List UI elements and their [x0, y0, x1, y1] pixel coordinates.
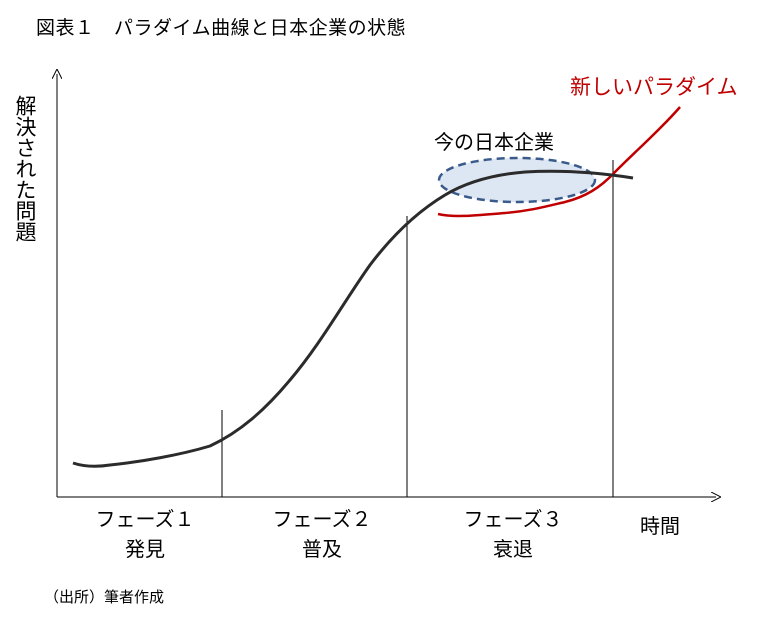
source-note: （出所）筆者作成 [44, 588, 165, 606]
phase-1: フェーズ１ 発見 [60, 504, 230, 564]
phase-1-label: 発見 [125, 537, 165, 561]
phase-2: フェーズ２ 普及 [237, 504, 407, 564]
figure-title: 図表１ パラダイム曲線と日本企業の状態 [36, 17, 407, 39]
phase-3-label: 衰退 [493, 537, 533, 561]
y-axis-label: 解決された問題 [13, 95, 37, 242]
new-paradigm-label: 新しいパラダイム [570, 75, 738, 99]
current-position-ellipse [437, 156, 597, 204]
new-paradigm-curve [437, 106, 681, 218]
current-japanese-companies-label: 今の日本企業 [434, 130, 554, 154]
paradigm-s-curve [72, 169, 634, 468]
phase-3: フェーズ３ 衰退 [428, 504, 598, 564]
phase-3-name: フェーズ３ [463, 507, 563, 531]
phase-2-name: フェーズ２ [272, 507, 372, 531]
x-axis-label: 時間 [640, 514, 680, 538]
phase-2-label: 普及 [302, 537, 342, 561]
phase-1-name: フェーズ１ [95, 507, 195, 531]
